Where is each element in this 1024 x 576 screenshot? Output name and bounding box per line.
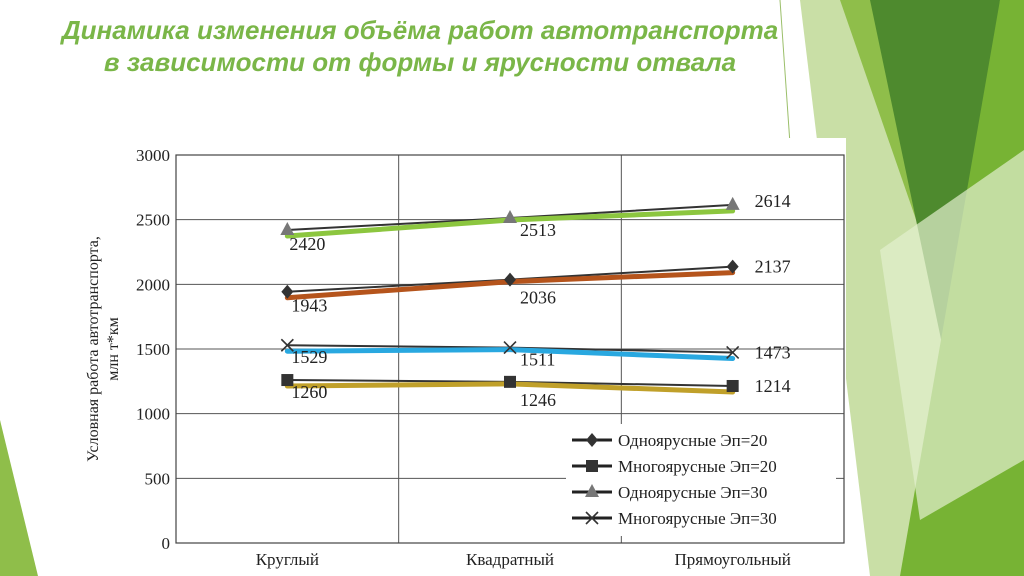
marker-x-stroke xyxy=(726,345,740,360)
y-axis-title-line-2: млн т*км xyxy=(105,317,122,381)
data-point xyxy=(725,196,740,210)
series-lines xyxy=(280,196,740,395)
legend-marker xyxy=(585,484,599,497)
title-line-1: Динамика изменения объёма работ автотран… xyxy=(61,15,779,45)
plot-frame xyxy=(175,154,845,544)
y-axis-title: Условная работа автотранспорта, млн т*км xyxy=(85,236,122,462)
chart-panel: 0 500 1000 1500 2000 2500 3000 Круглый Квадратн… xyxy=(40,138,846,576)
data-label: 2513 xyxy=(520,220,556,240)
data-labels: 1943 2036 2137 1260 1246 1214 2420 2513 2614 1529… xyxy=(289,191,790,410)
data-label: 1943 xyxy=(291,296,327,316)
data-label: 1246 xyxy=(520,390,556,410)
legend: Одноярусные Эп=20 Многоярусные Эп=20 Одноя… xyxy=(566,424,836,536)
data-point xyxy=(280,338,294,352)
deco-shape-pale xyxy=(880,150,1024,520)
y-tick-label: 1500 xyxy=(136,340,170,359)
series-line xyxy=(284,347,736,361)
data-label: 2137 xyxy=(755,257,791,277)
legend-marker xyxy=(586,433,598,447)
data-point xyxy=(504,375,516,388)
data-label: 2036 xyxy=(520,288,556,308)
y-tick-label: 3000 xyxy=(136,146,170,165)
legend-label: Многоярусные Эп=30 xyxy=(618,509,777,528)
x-category-label: Круглый xyxy=(256,550,319,569)
title-line-2: в зависимости от формы и ярусности отвал… xyxy=(103,47,737,77)
data-label: 1214 xyxy=(755,376,791,396)
y-tick-label: 2500 xyxy=(136,211,170,230)
line-chart: 0 500 1000 1500 2000 2500 3000 Круглый Квадратн… xyxy=(85,146,845,569)
data-point xyxy=(503,341,517,355)
y-axis-title-line-1: Условная работа автотранспорта, xyxy=(85,236,102,462)
x-category-labels: Круглый Квадратный Прямоугольный xyxy=(256,550,791,569)
axes xyxy=(175,154,845,544)
legend-marker xyxy=(586,460,598,472)
y-tick-label: 2000 xyxy=(136,275,170,294)
y-tick-label: 0 xyxy=(162,534,171,553)
legend-marker xyxy=(585,511,599,525)
data-point xyxy=(504,272,516,287)
data-label: 2614 xyxy=(755,191,791,211)
legend-label: Одноярусные Эп=20 xyxy=(618,431,767,450)
data-label: 1473 xyxy=(755,342,791,362)
data-point xyxy=(280,222,295,236)
data-point xyxy=(281,284,294,299)
data-point xyxy=(503,209,517,223)
legend-label: Многоярусные Эп=20 xyxy=(618,457,777,476)
marker-x-stroke xyxy=(585,511,599,525)
legend-label: Одноярусные Эп=30 xyxy=(618,483,767,502)
data-label: 1529 xyxy=(291,347,327,367)
x-category-label: Квадратный xyxy=(466,550,554,569)
data-point xyxy=(726,379,739,392)
marker-x-stroke xyxy=(280,338,294,352)
data-label: 2420 xyxy=(289,234,325,254)
data-point xyxy=(726,259,739,274)
y-tick-label: 500 xyxy=(145,469,171,488)
y-tick-labels: 0 500 1000 1500 2000 2500 3000 xyxy=(136,146,170,553)
data-point xyxy=(281,374,294,387)
x-category-label: Прямоугольный xyxy=(674,550,790,569)
marker-x-stroke xyxy=(503,341,517,355)
y-tick-label: 1000 xyxy=(136,405,170,424)
data-label: 1260 xyxy=(291,382,327,402)
slide-title: Динамика изменения объёма работ автотран… xyxy=(0,14,840,78)
deco-shape-left xyxy=(0,420,38,576)
data-point xyxy=(726,345,740,360)
data-label: 1511 xyxy=(520,350,555,370)
